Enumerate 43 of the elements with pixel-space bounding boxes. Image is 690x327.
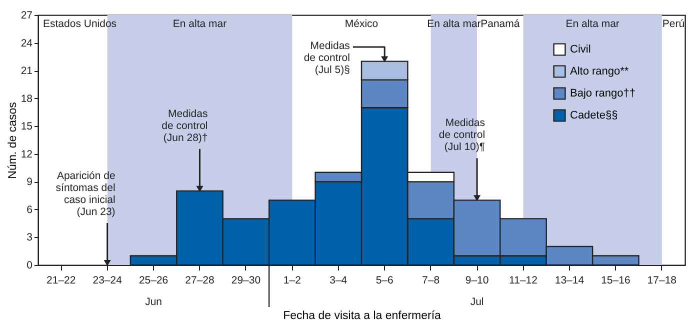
annotation: Estados Unidos (43, 18, 117, 30)
annotation: Medidas de control (Jul 10)¶ (438, 117, 486, 154)
x-tick-label: 25–26 (138, 274, 168, 286)
y-tick-label: 3 (26, 232, 33, 244)
x-tick-label: 29–30 (231, 274, 261, 286)
x-tick-label: 23–24 (92, 274, 122, 286)
text: Jun (145, 296, 162, 308)
y-tick-label: 9 (26, 176, 33, 188)
x-tick-label: 9–10 (465, 274, 489, 286)
x-tick-label: 27–28 (185, 274, 215, 286)
y-axis-title: Núm. de casos (6, 102, 19, 179)
band-label: En alta mar (566, 18, 620, 30)
x-tick-label: 5–6 (376, 274, 394, 286)
annotation: Aparición de síntomas del caso inicial (Jun 23) (56, 170, 116, 218)
y-tick-label: 12 (20, 148, 33, 160)
y-tick-label: 27 (20, 10, 33, 22)
x-tick-label: 13–14 (554, 274, 584, 286)
x-tick-label: 1–2 (283, 274, 302, 286)
annotation: México (344, 18, 378, 30)
legend-label: Bajo rango†† (570, 88, 636, 100)
x-tick-label: 17–18 (647, 274, 677, 286)
annotation: Medidas de control (Jul 5)§ (304, 40, 350, 76)
legend-label: Cadete§§ (570, 110, 618, 122)
text: Jul (470, 296, 484, 308)
annotation: Panamá (480, 18, 520, 30)
annotation: Medidas de control (Jun 28)† (162, 108, 208, 144)
y-tick-label: 15 (20, 120, 33, 133)
band-label: En alta mar (427, 18, 482, 30)
x-tick-label: 15–16 (601, 274, 630, 286)
x-tick-label: 3–4 (330, 274, 348, 286)
y-tick-label: 0 (26, 260, 33, 272)
y-tick-label: 6 (26, 204, 33, 216)
annotation: Perú (662, 18, 685, 30)
band-label: En alta mar (172, 18, 228, 30)
x-tick-label: 11–12 (509, 274, 538, 286)
y-tick-label: 18 (20, 92, 33, 105)
y-tick-label: 24 (20, 37, 33, 50)
legend-label: Civil (570, 44, 591, 56)
legend-label: Alto rango** (570, 66, 630, 78)
x-axis-title: Fecha de visita a la enfermería (283, 310, 442, 322)
x-tick-label: 21–22 (46, 274, 76, 286)
x-tick-label: 7–8 (422, 274, 440, 286)
y-tick-label: 21 (20, 65, 33, 78)
